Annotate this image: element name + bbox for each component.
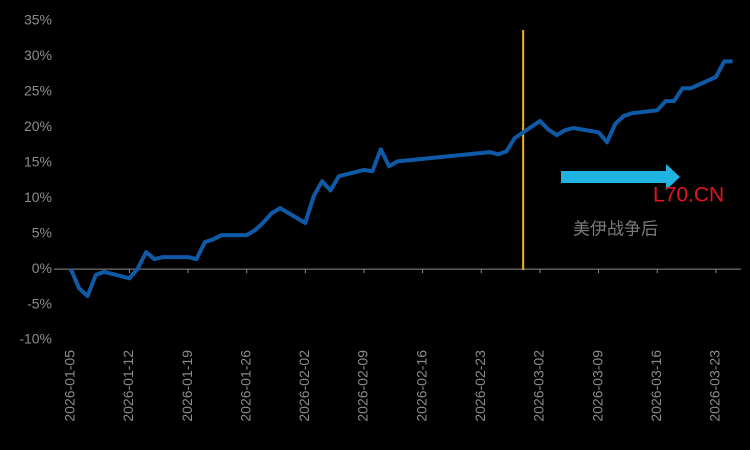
- y-tick-label: 20%: [24, 118, 52, 134]
- y-tick-label: 35%: [24, 12, 52, 28]
- y-tick-label: 0%: [32, 260, 52, 276]
- series-line: [68, 59, 733, 298]
- x-tick-label: 2026-03-16: [648, 350, 664, 422]
- annotation: 美伊战争后: [573, 219, 658, 238]
- y-tick-label: 25%: [24, 83, 52, 99]
- x-tick-label: 2026-01-05: [61, 350, 77, 422]
- y-tick-label: 30%: [24, 47, 52, 63]
- arrow: [561, 164, 680, 190]
- x-tick-label: 2026-03-23: [707, 350, 723, 422]
- x-tick-label: 2026-02-23: [472, 350, 488, 422]
- x-tick-label: 2026-01-19: [179, 350, 195, 422]
- x-tick-label: 2026-03-02: [531, 350, 547, 422]
- x-tick-label: 2026-02-09: [355, 350, 371, 422]
- y-tick-label: 10%: [24, 189, 52, 205]
- x-tick-label: 2026-03-09: [589, 350, 605, 422]
- x-tick-label: 2026-01-12: [120, 350, 136, 422]
- y-tick-label: 5%: [32, 224, 52, 240]
- x-tick-label: 2026-02-02: [296, 350, 312, 422]
- y-tick-label: 15%: [24, 153, 52, 169]
- y-tick-label: -10%: [19, 331, 52, 347]
- y-tick-label: -5%: [27, 295, 52, 311]
- x-tick-label: 2026-01-26: [237, 350, 253, 422]
- series-label: L70.CN: [653, 184, 724, 207]
- x-tick-label: 2026-02-16: [413, 350, 429, 422]
